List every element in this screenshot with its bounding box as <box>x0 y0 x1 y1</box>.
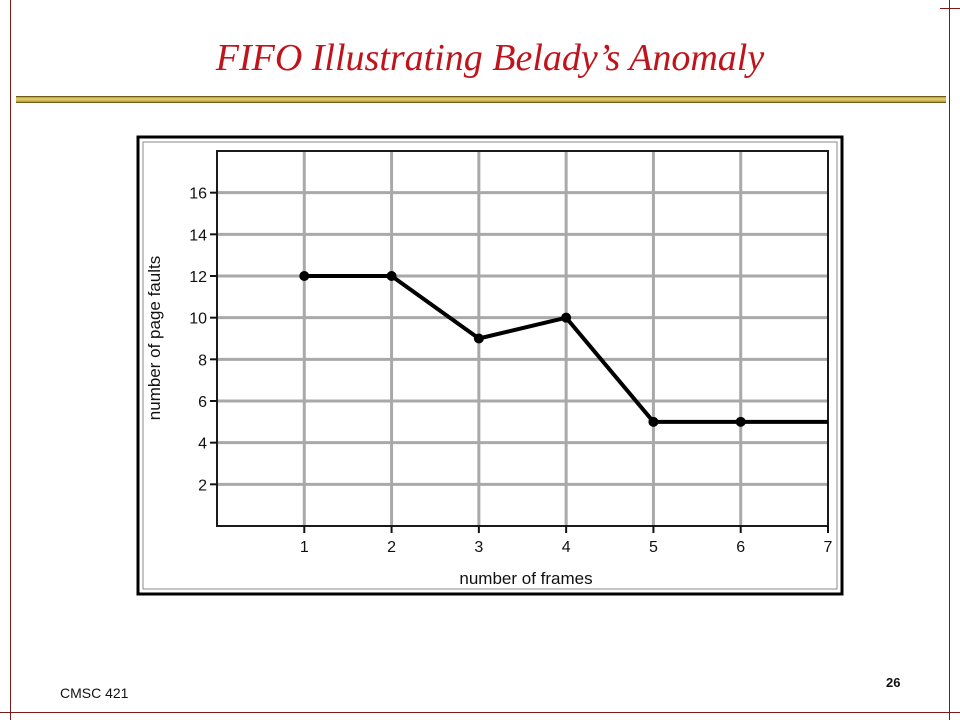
plot-area-border <box>216 150 829 527</box>
y-tick-label: 14 <box>189 227 207 244</box>
x-tick-label: 3 <box>474 539 483 556</box>
y-tick-label: 2 <box>198 477 207 494</box>
course-label: CMSC 421 <box>60 685 129 701</box>
y-tick-label: 8 <box>198 352 207 369</box>
y-tick-label: 12 <box>189 269 207 286</box>
data-point <box>648 416 659 427</box>
title-underline-rule <box>16 96 946 103</box>
chart-inner-frame <box>142 141 838 590</box>
slide-border-right <box>949 0 950 720</box>
series <box>299 271 828 427</box>
x-tick-label: 7 <box>824 539 833 556</box>
x-axis-label: number of frames <box>459 569 592 588</box>
page-number: 26 <box>886 675 901 690</box>
data-point <box>735 416 746 427</box>
x-tick-label: 4 <box>562 539 571 556</box>
x-tick-label: 2 <box>387 539 396 556</box>
slide-title: FIFO Illustrating Belady’s Anomaly <box>215 37 765 79</box>
slide-border-bottom <box>0 712 960 713</box>
y-tick-label: 16 <box>189 186 207 203</box>
x-tick-label: 5 <box>649 539 658 556</box>
x-tick-label: 1 <box>300 539 309 556</box>
y-tick-label: 6 <box>198 394 207 411</box>
y-tick-label: 4 <box>198 436 207 453</box>
data-point <box>299 271 310 281</box>
y-tick-label: 10 <box>189 311 207 328</box>
y-axis-label: number of page faults <box>145 256 164 420</box>
chart-outer-frame <box>136 135 844 596</box>
x-tick-label: 6 <box>736 539 745 556</box>
slide-border-left <box>10 0 11 720</box>
data-point <box>473 333 484 344</box>
data-point <box>561 312 572 323</box>
slide-border-top <box>940 8 960 9</box>
data-point <box>386 271 397 281</box>
